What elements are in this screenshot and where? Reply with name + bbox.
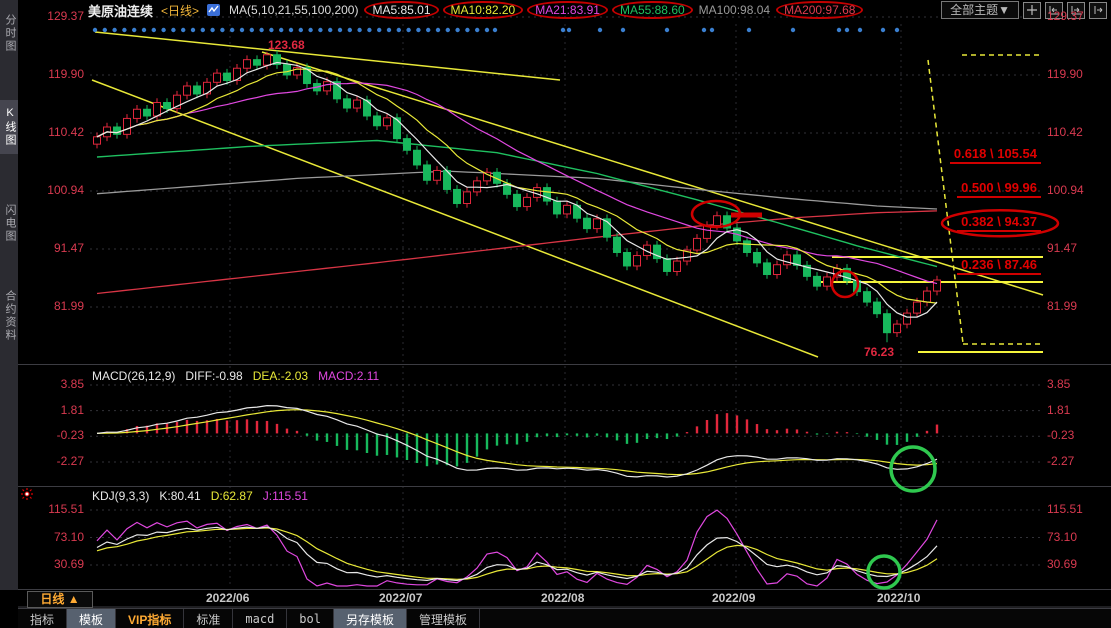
axis-tick: 100.94	[47, 183, 84, 198]
tab-vip-indicator[interactable]: VIP指标	[116, 609, 185, 628]
macd-dea-value: DEA:-2.03	[252, 369, 309, 383]
period-tag[interactable]: <日线>	[161, 3, 200, 18]
ma-settings-label: MA(5,10,21,55,100,200)	[229, 3, 359, 17]
expand-x-icon[interactable]	[1067, 1, 1085, 19]
month-label: 2022/07	[379, 591, 423, 605]
sidebar: 分时图 K线图 闪电图 合约资料	[0, 0, 18, 590]
month-label: 2022/09	[712, 591, 756, 605]
shift-right-icon[interactable]	[1089, 1, 1107, 19]
sidebar-item-contract-info[interactable]: 合约资料	[4, 290, 16, 342]
month-label: 2022/10	[877, 591, 921, 605]
axis-tick: 91.47	[1047, 241, 1078, 255]
axis-tick: 110.42	[48, 125, 84, 139]
macd-name: MACD(26,12,9)	[92, 369, 176, 383]
axis-tick: 1.81	[1047, 402, 1071, 417]
axis-tick: 110.42	[1047, 125, 1083, 139]
axis-tick: 119.90	[48, 66, 84, 81]
fib-level-label: 0.500 \ 99.96	[957, 180, 1041, 199]
axis-tick: 30.69	[1047, 557, 1078, 571]
tab-indicator[interactable]: 指标	[18, 609, 68, 628]
macd-diff-value: DIFF:-0.98	[185, 369, 243, 383]
period-selector[interactable]: 日线 ▲	[27, 591, 93, 608]
tab-save-template[interactable]: 另存模板	[333, 609, 407, 628]
month-label: 2022/08	[541, 591, 585, 605]
swing-low-label: 76.23	[864, 345, 895, 359]
kdj-d-value: D:62.87	[210, 489, 253, 503]
axis-tick: -0.23	[56, 428, 84, 443]
sidebar-item-kline[interactable]: K线图	[0, 100, 18, 154]
tab-template[interactable]: 模板	[67, 609, 117, 628]
axis-tick: 81.99	[53, 299, 84, 314]
tab-standard[interactable]: 标准	[184, 609, 234, 628]
top-right-controls: 全部主题▼	[941, 1, 1107, 19]
tab-bol[interactable]: bol	[287, 609, 334, 628]
bottom-toolbar: 指标 模板 VIP指标 标准 macd bol 另存模板 管理模板	[18, 608, 1111, 628]
kdj-j-value: J:115.51	[262, 489, 308, 503]
sidebar-item-lightning[interactable]: 闪电图	[4, 203, 16, 243]
axis-tick: 100.94	[1047, 183, 1084, 198]
ma10-value: MA10:82.20	[442, 1, 524, 19]
fib-level-label: 0.236 \ 87.46	[957, 257, 1041, 275]
axis-tick: 3.85	[1047, 376, 1071, 391]
compress-x-icon[interactable]	[1045, 1, 1063, 19]
axis-tick: 115.51	[48, 502, 84, 516]
macd-hist-value: MACD:2.11	[318, 369, 380, 383]
axis-tick: -2.27	[1047, 453, 1075, 468]
crosshair-icon[interactable]	[1023, 1, 1041, 19]
header: 美原油连续 <日线> MA(5,10,21,55,100,200) MA5:85…	[88, 1, 864, 19]
kline-chart-icon	[207, 4, 221, 16]
month-label: 2022/06	[206, 591, 250, 605]
kdj-k-value: K:80.41	[159, 489, 201, 503]
macd-header: MACD(26,12,9) DIFF:-0.98 DEA:-2.03 MACD:…	[92, 369, 379, 383]
axis-tick: 91.47	[53, 241, 84, 255]
kdj-name: KDJ(9,3,3)	[92, 489, 150, 503]
axis-tick: 119.90	[1047, 66, 1083, 81]
fib-level-label: 0.618 \ 105.54	[949, 146, 1041, 164]
axis-tick: 115.51	[1047, 502, 1083, 516]
ma200-value: MA200:97.68	[776, 1, 864, 19]
tab-manage-template[interactable]: 管理模板	[407, 609, 481, 628]
theme-dropdown-button[interactable]: 全部主题▼	[941, 1, 1019, 19]
axis-tick: 1.81	[60, 402, 84, 417]
ma21-value: MA21:83.91	[527, 1, 608, 19]
axis-tick: -2.27	[56, 453, 84, 468]
axis-tick: 30.69	[53, 557, 84, 571]
axis-tick: 3.85	[60, 376, 84, 391]
axis-tick: 73.10	[53, 529, 84, 544]
ma5-value: MA5:85.01	[364, 1, 439, 19]
ma100-value: MA100:98.04	[698, 3, 771, 17]
swing-high-label: 123.68	[268, 38, 305, 52]
axis-tick: 73.10	[1047, 529, 1078, 544]
tab-macd[interactable]: macd	[233, 609, 288, 628]
axis-tick: 81.99	[1047, 299, 1078, 314]
axis-tick: 129.37	[1047, 9, 1084, 23]
ma55-value: MA55:88.60	[611, 1, 693, 19]
sidebar-item-timeshare[interactable]: 分时图	[4, 13, 16, 53]
alert-sun-icon[interactable]	[20, 487, 34, 501]
axis-tick: 129.37	[47, 9, 84, 23]
symbol-title: 美原油连续	[88, 3, 154, 19]
kdj-header: KDJ(9,3,3) K:80.41 D:62.87 J:115.51	[92, 489, 308, 503]
axis-tick: -0.23	[1047, 428, 1075, 443]
fib-level-label: 0.382 \ 94.37	[957, 214, 1041, 233]
